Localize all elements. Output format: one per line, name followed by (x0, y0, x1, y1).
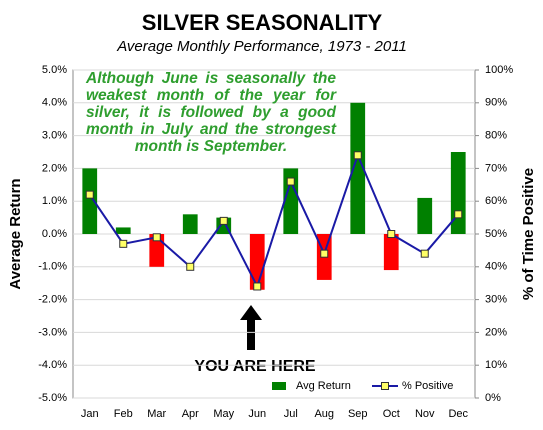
chart-subtitle: Average Monthly Performance, 1973 - 2011 (116, 38, 407, 55)
x-tick-label: May (213, 408, 234, 420)
legend-label: % Positive (402, 380, 453, 392)
y2-axis-label: % of Time Positive (520, 168, 537, 300)
marker (85, 190, 94, 199)
x-tick-label: Aug (314, 408, 334, 420)
marker (119, 239, 128, 248)
y2-tick-label: 20% (485, 326, 507, 338)
marker (320, 249, 329, 258)
y-tick-label: 1.0% (42, 195, 67, 207)
x-tick-label: Oct (383, 408, 400, 420)
y-tick-label: 3.0% (42, 130, 67, 142)
x-tick-label: Sep (348, 408, 368, 420)
marker (387, 230, 396, 238)
marker (186, 262, 195, 271)
y2-tick-label: 80% (485, 130, 507, 142)
bar (149, 234, 165, 267)
x-tick-label: Apr (182, 408, 199, 420)
bar (249, 234, 265, 290)
y-tick-label: -4.0% (38, 359, 67, 371)
legend-swatch (272, 382, 286, 390)
marker (219, 216, 228, 225)
bar (82, 168, 98, 234)
y-tick-label: 2.0% (42, 162, 67, 174)
bar (182, 214, 198, 234)
y-tick-label: 5.0% (42, 64, 67, 76)
y2-tick-label: 60% (485, 195, 507, 207)
x-tick-label: Dec (448, 408, 468, 420)
bar (417, 197, 433, 234)
y-tick-label: -2.0% (38, 294, 67, 306)
legend-label: Avg Return (296, 380, 351, 392)
y-axis-label: Average Return (7, 178, 24, 289)
x-tick-label: Jan (81, 408, 99, 420)
bar (383, 234, 399, 271)
x-tick-label: Feb (114, 408, 133, 420)
marker (152, 233, 161, 242)
marker (286, 177, 295, 186)
y-tick-label: -1.0% (38, 261, 67, 273)
y2-tick-label: 10% (485, 359, 507, 371)
bar (115, 227, 131, 234)
legend-swatch (381, 382, 389, 390)
bar (350, 102, 366, 234)
marker (353, 151, 362, 160)
y2-tick-label: 90% (485, 97, 507, 109)
y-tick-label: 0.0% (42, 228, 67, 240)
y2-tick-label: 70% (485, 162, 507, 174)
marker (253, 282, 262, 291)
y-tick-label: -3.0% (38, 326, 67, 338)
y2-tick-label: 0% (485, 392, 501, 404)
chart-title: SILVER SEASONALITY (142, 10, 383, 35)
y2-tick-label: 30% (485, 294, 507, 306)
y2-tick-label: 50% (485, 228, 507, 240)
annotation: Although June is seasonally the weakest … (86, 70, 336, 155)
arrow (240, 305, 262, 350)
x-tick-label: Nov (415, 408, 435, 420)
y-tick-label: 4.0% (42, 97, 67, 109)
x-tick-label: Jun (248, 408, 266, 420)
line (88, 152, 460, 290)
annotation: YOU ARE HERE (194, 358, 316, 375)
x-tick-label: Jul (284, 408, 298, 420)
y2-tick-label: 40% (485, 261, 507, 273)
marker (420, 249, 429, 258)
x-tick-label: Mar (147, 408, 166, 420)
marker (454, 210, 463, 219)
y-tick-label: -5.0% (38, 392, 67, 404)
y2-tick-label: 100% (485, 64, 513, 76)
